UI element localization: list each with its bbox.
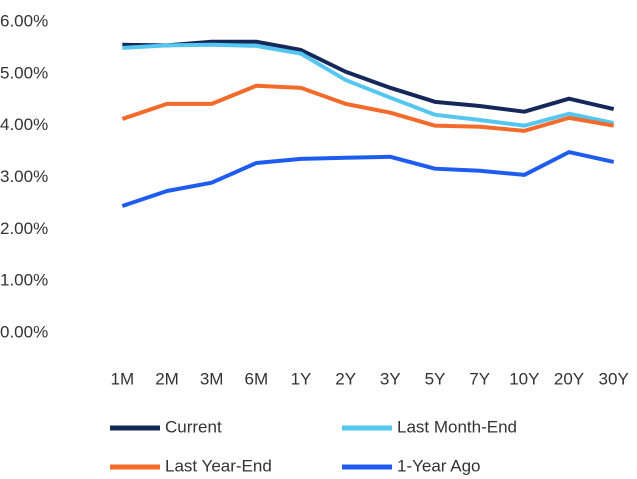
x-tick-label: 30Y (599, 369, 629, 388)
series-line (121, 83, 615, 133)
series-line (121, 150, 615, 208)
legend-label: Last Month-End (397, 417, 517, 436)
x-tick-label: 3M (200, 369, 224, 388)
y-tick-label: 3.00% (0, 167, 48, 186)
x-tick-label: 1Y (291, 369, 312, 388)
legend-label: 1-Year Ago (397, 456, 481, 475)
x-tick-label: 3Y (380, 369, 401, 388)
x-tick-label: 10Y (509, 369, 539, 388)
series-line (122, 42, 615, 128)
y-tick-label: 0.00% (0, 322, 48, 341)
x-tick-label: 6M (245, 369, 269, 388)
x-tick-label: 2Y (335, 369, 356, 388)
x-tick-label: 7Y (469, 369, 490, 388)
x-tick-label: 20Y (554, 369, 584, 388)
legend-label: Current (165, 417, 222, 436)
y-tick-label: 4.00% (0, 115, 48, 134)
y-tick-label: 6.00% (0, 11, 48, 30)
x-tick-label: 2M (155, 369, 179, 388)
y-tick-label: 1.00% (0, 271, 48, 290)
series-line (122, 39, 615, 114)
y-tick-label: 5.00% (0, 63, 48, 82)
legend-label: Last Year-End (165, 456, 272, 475)
x-tick-label: 1M (111, 369, 135, 388)
x-tick-label: 5Y (425, 369, 446, 388)
y-tick-label: 2.00% (0, 219, 48, 238)
